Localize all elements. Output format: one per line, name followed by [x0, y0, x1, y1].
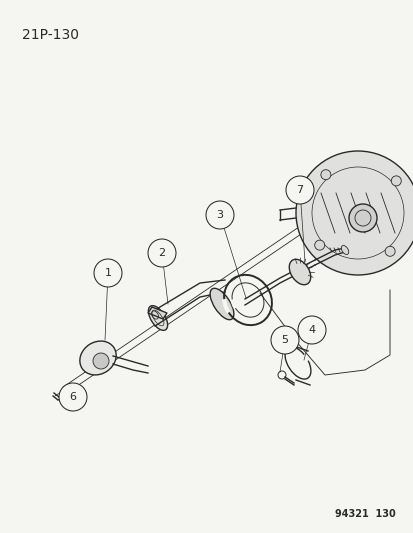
Ellipse shape [148, 305, 167, 330]
Circle shape [295, 151, 413, 275]
Ellipse shape [340, 246, 348, 254]
Text: 2: 2 [158, 248, 165, 258]
Circle shape [271, 326, 298, 354]
Text: 1: 1 [104, 268, 111, 278]
Circle shape [314, 240, 324, 250]
Circle shape [297, 316, 325, 344]
Ellipse shape [80, 341, 116, 375]
Text: 5: 5 [281, 335, 288, 345]
Circle shape [94, 259, 122, 287]
Ellipse shape [210, 288, 233, 320]
Polygon shape [147, 307, 166, 319]
Circle shape [384, 246, 394, 256]
Text: 4: 4 [308, 325, 315, 335]
Circle shape [147, 239, 176, 267]
Text: 7: 7 [296, 185, 303, 195]
Text: 3: 3 [216, 210, 223, 220]
Circle shape [59, 383, 87, 411]
Ellipse shape [289, 259, 310, 285]
Text: 6: 6 [69, 392, 76, 402]
Circle shape [93, 353, 109, 369]
Circle shape [390, 176, 400, 186]
Text: 21P-130: 21P-130 [22, 28, 79, 42]
Circle shape [320, 169, 330, 180]
Circle shape [348, 204, 376, 232]
Text: 94321  130: 94321 130 [335, 509, 395, 519]
Circle shape [285, 176, 313, 204]
Circle shape [206, 201, 233, 229]
